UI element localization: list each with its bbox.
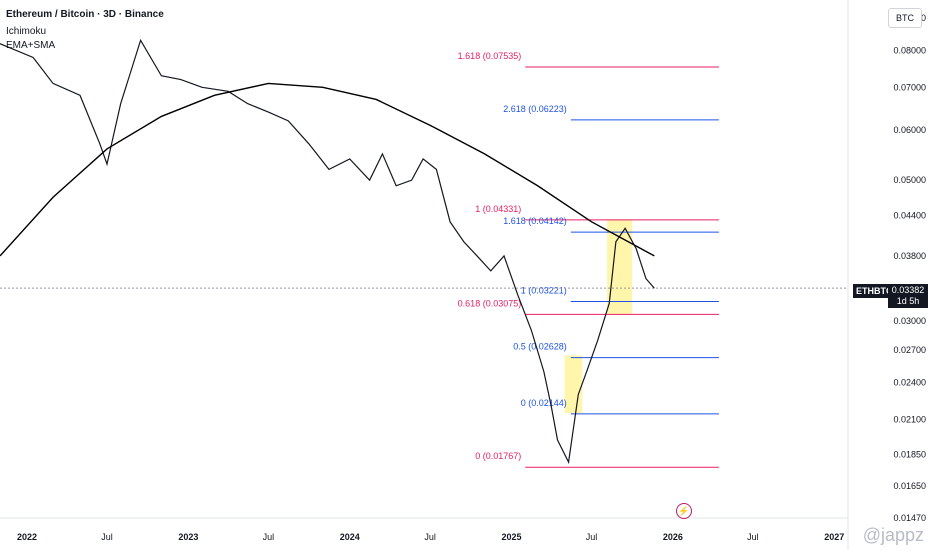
y-tick-12: 0.01650: [893, 481, 926, 491]
x-tick-1: Jul: [101, 532, 113, 542]
y-tick-5: 0.04400: [893, 210, 926, 220]
fib-label-5: 0.618 (0.03075): [458, 298, 522, 308]
symbol-tag: ETHBTC: [853, 284, 896, 298]
chart-title: Ethereum / Bitcoin · 3D · Binance: [6, 9, 164, 20]
y-tick-1: 0.08000: [893, 46, 926, 56]
fib-label-8: 0 (0.01767): [475, 451, 521, 461]
y-tick-4: 0.05000: [893, 175, 926, 185]
indicator-ema-sma-label[interactable]: EMA+SMA: [6, 40, 56, 51]
x-tick-5: Jul: [424, 532, 436, 542]
x-tick-0: 2022: [17, 532, 37, 542]
y-tick-3: 0.06000: [893, 125, 926, 135]
highlight-box-0: [564, 355, 583, 414]
currency-unit-button[interactable]: BTC: [888, 8, 922, 28]
x-tick-10: 2027: [824, 532, 844, 542]
y-tick-13: 0.01470: [893, 513, 926, 523]
event-icon[interactable]: ⚡: [676, 503, 692, 519]
series-line-1: [0, 82, 655, 257]
y-tick-11: 0.01850: [893, 450, 926, 460]
y-tick-9: 0.02400: [893, 378, 926, 388]
x-tick-8: 2026: [663, 532, 683, 542]
x-tick-3: Jul: [263, 532, 275, 542]
x-tick-4: 2024: [340, 532, 360, 542]
y-tick-6: 0.03800: [893, 251, 926, 261]
y-tick-7: 0.03000: [893, 316, 926, 326]
x-tick-9: Jul: [747, 532, 759, 542]
fib-label-4: 1 (0.03221): [521, 286, 567, 296]
fib-label-2: 1 (0.04331): [475, 204, 521, 214]
current-price-box: 0.03382 1d 5h: [888, 284, 928, 308]
fib-label-3: 1.618 (0.04142): [503, 216, 567, 226]
x-tick-6: 2025: [502, 532, 522, 542]
fib-label-7: 0 (0.02144): [521, 398, 567, 408]
watermark: @jappz: [862, 525, 924, 545]
y-tick-8: 0.02700: [893, 345, 926, 355]
current-price: 0.03382: [891, 285, 925, 295]
fib-label-6: 0.5 (0.02628): [513, 342, 567, 352]
fib-label-1: 2.618 (0.06223): [503, 104, 567, 114]
fib-label-0: 1.618 (0.07535): [458, 51, 522, 61]
bar-countdown: 1d 5h: [896, 296, 920, 306]
y-tick-10: 0.02100: [893, 415, 926, 425]
x-tick-2: 2023: [178, 532, 198, 542]
indicator-ichimoku-label[interactable]: Ichimoku: [6, 26, 47, 37]
series-line-0: [0, 38, 655, 465]
x-tick-7: Jul: [586, 532, 598, 542]
y-tick-2: 0.07000: [893, 82, 926, 92]
